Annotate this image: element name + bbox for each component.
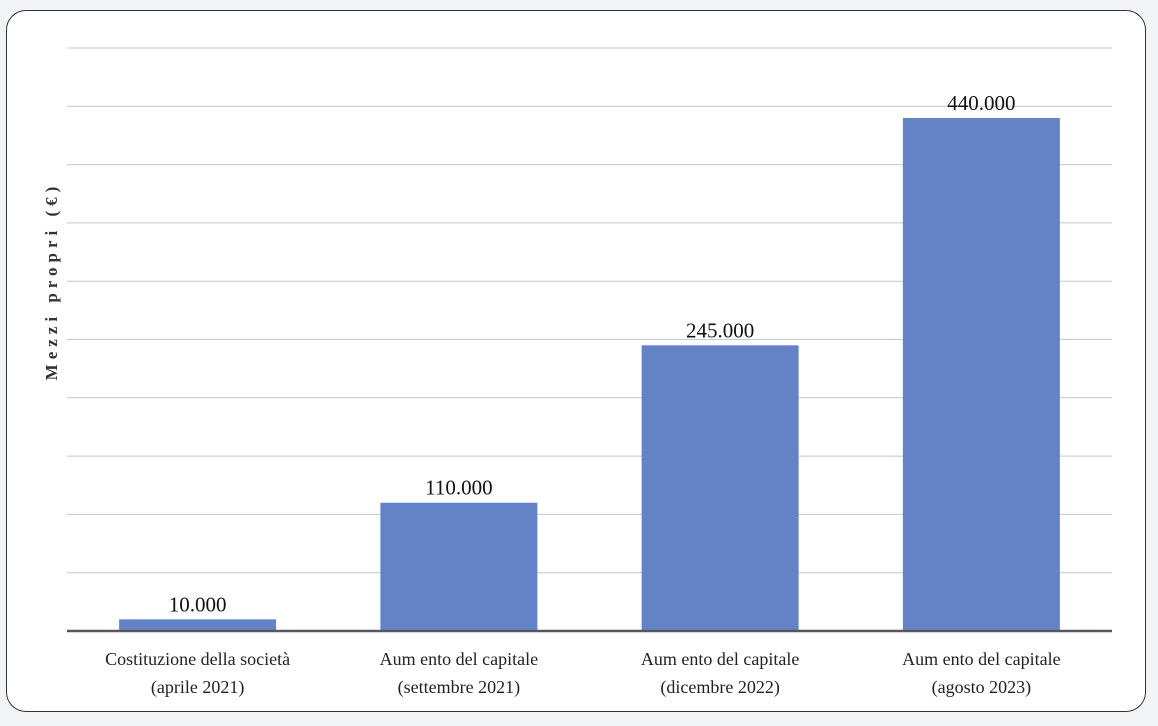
x-tick-label-3-line-2: (dicembre 2022): [660, 677, 779, 698]
bar-4: [902, 117, 1060, 631]
x-tick-label-1-line-2: (aprile 2021): [151, 677, 244, 698]
x-tick-label-3-line-1: Aum ento del capitale: [641, 649, 799, 669]
data-labels: 10.000 110.000 245.000 440.000: [169, 91, 1016, 616]
bar-chart: 10.000 110.000 245.000 440.000 Costituzione…: [42, 47, 1112, 698]
data-label-1: 10.000: [169, 592, 227, 616]
chart-frame: 10.000 110.000 245.000 440.000 Costituzione…: [6, 10, 1146, 712]
x-tick-label-2-line-1: Aum ento del capitale: [380, 649, 538, 669]
bar-1: [119, 619, 277, 631]
data-label-2: 110.000: [425, 476, 492, 500]
x-tick-labels: Costituzione della società (aprile 2021) A…: [105, 649, 1060, 698]
bars: [119, 117, 1060, 631]
gridlines: [67, 47, 1112, 574]
x-tick-label-1-line-1: Costituzione della società: [105, 649, 290, 669]
bar-3: [641, 345, 799, 631]
bar-2: [380, 502, 538, 631]
x-tick-label-4-line-1: Aum ento del capitale: [902, 649, 1060, 669]
y-axis-title: Mezzi propri (€): [42, 182, 61, 381]
data-label-4: 440.000: [947, 91, 1015, 115]
data-label-3: 245.000: [686, 318, 754, 342]
x-tick-label-2-line-2: (settembre 2021): [398, 677, 520, 698]
x-tick-label-4-line-2: (agosto 2023): [932, 677, 1031, 698]
